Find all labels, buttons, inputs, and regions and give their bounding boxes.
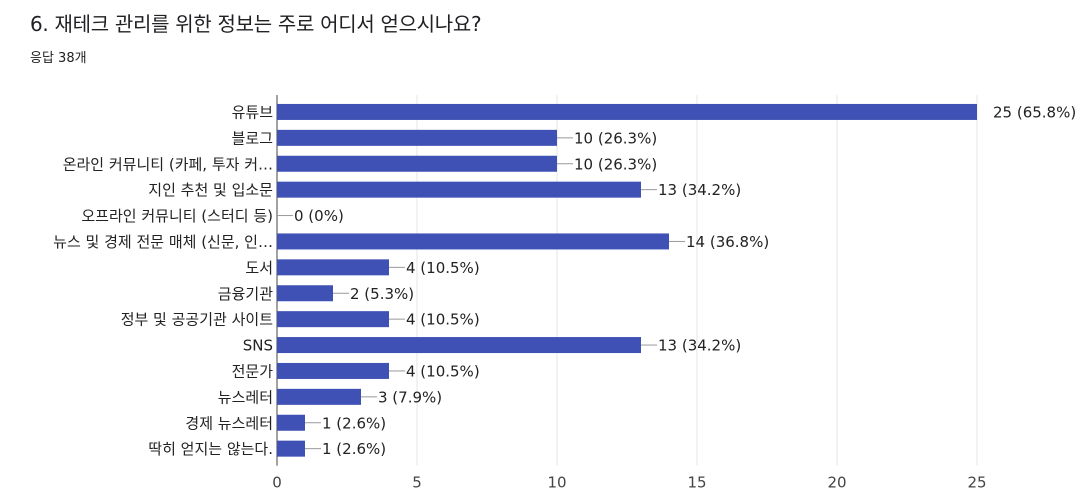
category-label: 유튜브 xyxy=(232,103,274,121)
bar xyxy=(277,440,305,457)
category-label: 경제 뉴스레터 xyxy=(185,414,273,432)
bar xyxy=(277,285,333,302)
response-count: 응답 38개 xyxy=(30,51,87,66)
value-label: 10 (26.3%) xyxy=(574,155,657,173)
value-label: 4 (10.5%) xyxy=(406,259,480,277)
bar xyxy=(277,181,641,198)
value-label: 13 (34.2%) xyxy=(658,181,741,199)
grid-lines xyxy=(276,95,978,466)
bars xyxy=(277,103,977,457)
value-label: 1 (2.6%) xyxy=(322,414,386,432)
bar xyxy=(277,103,977,120)
value-label: 3 (7.9%) xyxy=(378,388,442,406)
value-label: 4 (10.5%) xyxy=(406,311,480,329)
value-labels: 25 (65.8%)10 (26.3%)10 (26.3%)13 (34.2%)… xyxy=(277,103,1076,458)
category-label: SNS xyxy=(243,337,273,355)
bar xyxy=(277,337,641,354)
x-tick-label: 5 xyxy=(412,474,422,492)
value-label: 14 (36.8%) xyxy=(686,233,769,251)
x-tick-label: 15 xyxy=(687,474,706,492)
category-label: 금융기관 xyxy=(218,285,273,303)
category-label: 정부 및 공공기관 사이트 xyxy=(121,311,274,329)
value-label: 25 (65.8%) xyxy=(993,103,1076,121)
x-tick-label: 0 xyxy=(272,474,282,492)
x-tick-label: 20 xyxy=(827,474,846,492)
x-tick-label: 25 xyxy=(967,474,986,492)
value-label: 2 (5.3%) xyxy=(350,285,414,303)
bar xyxy=(277,233,669,250)
x-axis-ticks: 0 5 10 15 20 25 xyxy=(272,474,986,492)
value-label: 13 (34.2%) xyxy=(658,337,741,355)
bar xyxy=(277,362,389,379)
value-label: 1 (2.6%) xyxy=(322,440,386,458)
bar xyxy=(277,155,557,172)
category-label: 지인 추천 및 입소문 xyxy=(148,181,273,199)
bar xyxy=(277,414,305,431)
category-label: 전문가 xyxy=(232,362,274,380)
value-label: 10 (26.3%) xyxy=(574,129,657,147)
bar xyxy=(277,388,361,405)
category-label: 딱히 얻지는 않는다. xyxy=(148,440,273,458)
question-title: 6. 재테크 관리를 위한 정보는 주로 어디서 얻으시나요? xyxy=(30,12,482,36)
bar xyxy=(277,259,389,276)
value-label: 4 (10.5%) xyxy=(406,362,480,380)
category-label: 블로그 xyxy=(232,129,273,147)
x-tick-label: 10 xyxy=(547,474,566,492)
category-label: 도서 xyxy=(245,259,273,277)
value-label: 0 (0%) xyxy=(294,207,344,225)
bar xyxy=(277,311,389,328)
category-label: 뉴스레터 xyxy=(218,388,273,406)
bar xyxy=(277,129,557,146)
category-label: 온라인 커뮤니티 (카페, 투자 커… xyxy=(63,155,273,173)
category-label: 뉴스 및 경제 전문 매체 (신문, 인… xyxy=(53,233,273,251)
category-label: 오프라인 커뮤니티 (스터디 등) xyxy=(81,207,273,225)
